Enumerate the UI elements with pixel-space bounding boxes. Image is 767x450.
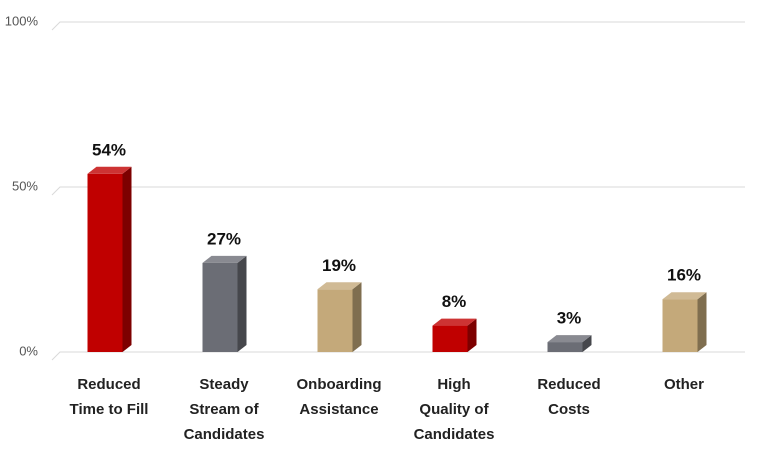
bar-side <box>352 282 362 352</box>
x-tick-label: High Quality of Candidates <box>413 376 495 443</box>
x-tick-label: Other <box>663 376 704 393</box>
bar-side <box>237 255 247 352</box>
bar-side <box>467 318 477 352</box>
bar-top <box>87 166 132 174</box>
x-tick-label: Reduced Costs <box>537 376 601 418</box>
value-label: 19% <box>322 256 356 275</box>
bar-top <box>317 282 362 290</box>
bar <box>547 342 583 352</box>
bar <box>317 289 353 352</box>
grid-line <box>51 186 745 196</box>
bar <box>87 173 123 352</box>
bar-top <box>432 318 477 326</box>
bar-top <box>202 255 247 263</box>
value-label: 54% <box>92 140 126 159</box>
bar-side <box>122 166 132 352</box>
bar <box>202 262 238 352</box>
bar-side <box>582 335 592 352</box>
grid-line <box>51 21 745 31</box>
value-label: 3% <box>557 309 582 328</box>
value-label: 27% <box>207 229 241 248</box>
y-tick-label: 100% <box>5 13 39 28</box>
x-tick-label: Steady Stream of Candidates <box>183 376 265 443</box>
y-tick-label: 0% <box>19 343 38 358</box>
x-tick-label: Reduced Time to Fill <box>69 376 149 418</box>
bar <box>662 299 698 352</box>
x-tick-label: Onboarding Assistance <box>296 376 382 418</box>
grid-line <box>51 351 745 361</box>
bar-top <box>547 335 592 343</box>
value-label: 8% <box>442 292 467 311</box>
bar-side <box>697 292 707 352</box>
bar-top <box>662 292 707 300</box>
bar <box>432 325 468 352</box>
y-tick-label: 50% <box>12 178 38 193</box>
value-label: 16% <box>667 266 701 285</box>
